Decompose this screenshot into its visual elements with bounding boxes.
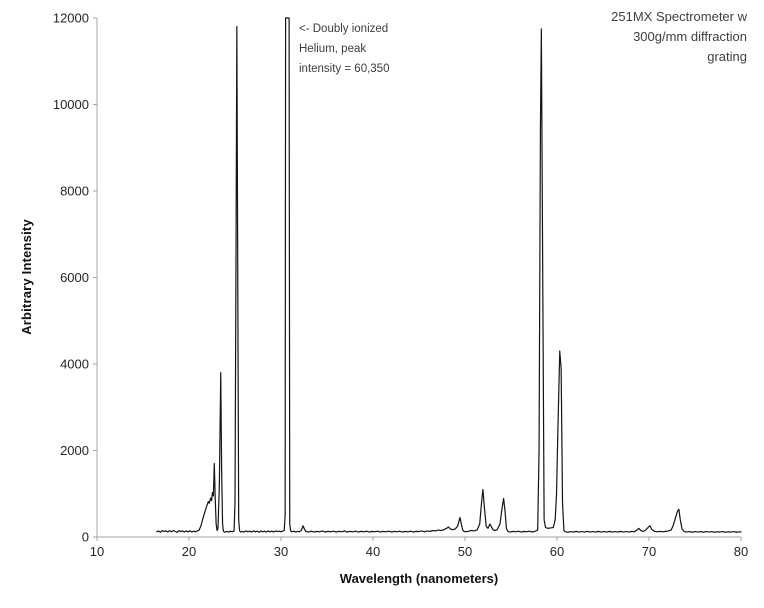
y-tick-label: 12000 [53, 11, 89, 26]
y-tick-label: 2000 [60, 443, 89, 458]
x-tick-label: 10 [90, 544, 104, 559]
chart-title-line-1: 251MX Spectrometer w [611, 9, 747, 24]
peak-annotation: <- Doubly ionized Helium, peak intensity… [299, 19, 429, 79]
y-axis-title: Arbitrary Intensity [19, 219, 34, 335]
x-axis-title: Wavelength (nanometers) [339, 571, 499, 586]
peak-annotation-line-3: intensity = 60,350 [299, 63, 390, 75]
peak-annotation-line-2: Helium, peak [299, 43, 367, 55]
y-tick-label: 0 [82, 530, 89, 545]
y-tick-label: 4000 [60, 357, 89, 372]
chart-title-line-3: grating [707, 49, 747, 64]
y-tick-label: 8000 [60, 184, 89, 199]
x-tick-label: 70 [642, 544, 656, 559]
y-tick-label: 10000 [53, 97, 89, 112]
x-tick-label: 80 [734, 544, 748, 559]
x-tick-label: 40 [366, 544, 380, 559]
x-tick-label: 30 [274, 544, 288, 559]
peak-annotation-line-1: <- Doubly ionized [299, 23, 389, 35]
spectrum-line [156, 17, 742, 533]
x-tick-label: 60 [550, 544, 564, 559]
y-tick-label: 6000 [60, 270, 89, 285]
chart-title: 251MX Spectrometer w 300g/mm diffraction… [500, 7, 747, 67]
x-tick-label: 50 [458, 544, 472, 559]
x-tick-label: 20 [182, 544, 196, 559]
chart-title-line-2: 300g/mm diffraction [633, 29, 747, 44]
